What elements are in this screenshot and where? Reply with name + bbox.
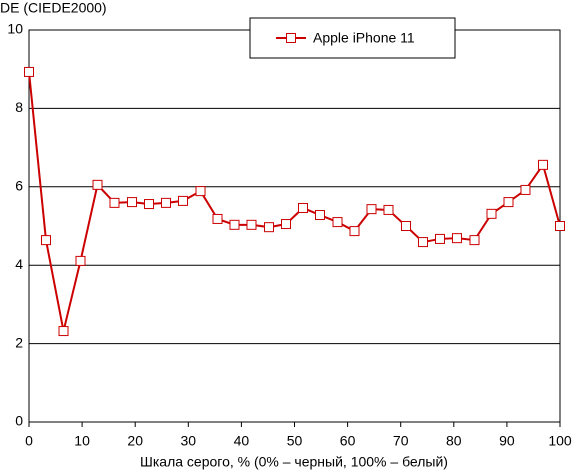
x-tick-label: 10 <box>74 433 90 449</box>
x-tick-label: 90 <box>499 433 515 449</box>
legend-marker <box>286 33 296 43</box>
y-tick-label: 6 <box>15 178 23 194</box>
y-tick-label: 4 <box>15 256 23 272</box>
point-marker <box>366 204 377 215</box>
point-marker <box>195 186 206 197</box>
point-marker <box>401 221 412 231</box>
point-marker <box>486 208 497 219</box>
x-tick-label: 60 <box>340 433 356 449</box>
point-marker <box>92 179 103 190</box>
point-marker <box>520 184 531 195</box>
point-marker <box>555 221 565 231</box>
point-marker <box>160 197 171 208</box>
point-marker <box>75 255 86 266</box>
point-marker <box>332 217 343 228</box>
point-marker <box>229 219 240 230</box>
point-marker <box>264 222 275 233</box>
y-tick-label: 0 <box>15 413 23 429</box>
point-marker <box>349 226 360 237</box>
point-marker <box>246 219 257 230</box>
point-marker <box>314 210 325 221</box>
legend-label: Apple iPhone 11 <box>313 30 415 46</box>
x-tick-label: 50 <box>287 433 303 449</box>
point-marker <box>538 159 549 170</box>
point-marker <box>127 197 138 208</box>
x-tick-label: 40 <box>234 433 250 449</box>
y-axis-label: DE (CIEDE2000) <box>0 0 107 16</box>
point-marker <box>109 197 120 208</box>
x-axis-label: Шкала серого, % (0% – черный, 100% – бел… <box>140 454 448 470</box>
point-marker <box>434 233 445 244</box>
y-tick-label: 8 <box>15 99 23 115</box>
point-marker <box>212 213 223 224</box>
y-tick-label: 10 <box>7 21 23 37</box>
x-tick-label: 100 <box>548 433 572 449</box>
point-marker <box>177 195 188 206</box>
x-tick-label: 0 <box>25 433 33 449</box>
point-marker <box>297 202 308 213</box>
point-marker <box>24 66 34 77</box>
y-tick-label: 2 <box>15 334 23 350</box>
x-tick-label: 80 <box>446 433 462 449</box>
x-tick-label: 20 <box>127 433 143 449</box>
point-marker <box>58 326 69 337</box>
point-marker <box>469 235 480 246</box>
point-marker <box>383 204 394 215</box>
point-marker <box>281 219 292 230</box>
point-marker <box>451 233 462 244</box>
x-tick-label: 70 <box>393 433 409 449</box>
point-marker <box>503 197 514 208</box>
x-tick-label: 30 <box>181 433 197 449</box>
point-marker <box>40 235 51 246</box>
point-marker <box>144 199 155 210</box>
point-marker <box>418 237 429 248</box>
